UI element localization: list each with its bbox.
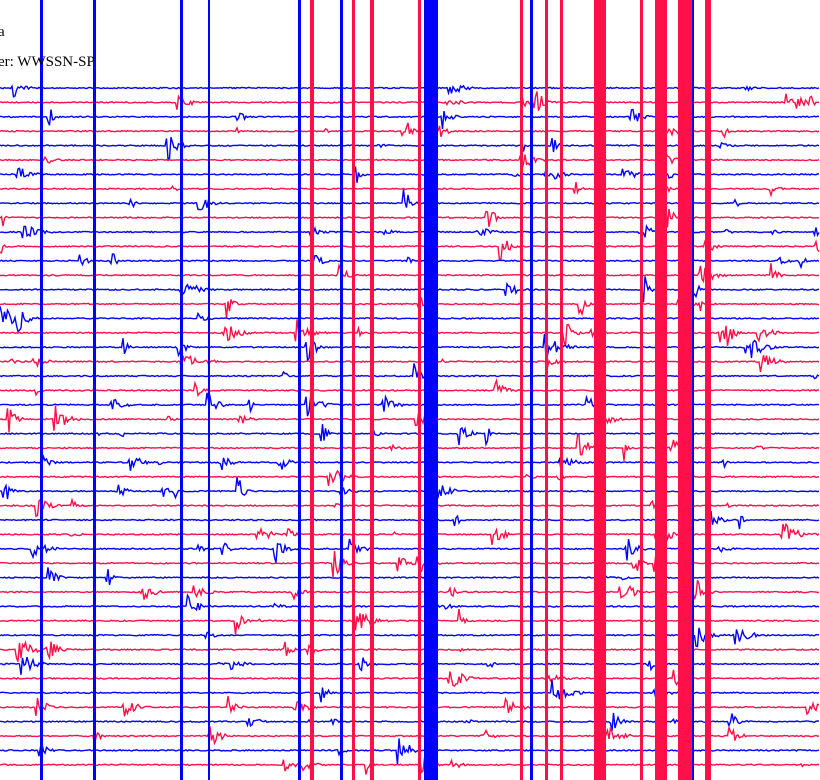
trace xyxy=(0,151,820,170)
spike xyxy=(298,0,301,780)
trace xyxy=(0,627,819,648)
trace xyxy=(0,538,820,563)
trace xyxy=(0,306,819,333)
trace xyxy=(0,454,820,471)
trace xyxy=(0,189,820,211)
spike xyxy=(530,0,533,780)
trace xyxy=(0,424,820,448)
trace xyxy=(0,726,820,746)
trace xyxy=(0,235,820,261)
trace xyxy=(0,333,820,362)
spike xyxy=(40,0,43,780)
spike xyxy=(180,0,183,780)
spike xyxy=(352,0,355,780)
trace xyxy=(0,522,820,546)
trace xyxy=(0,434,820,461)
header-line: er: WWSSN-SP xyxy=(0,54,95,70)
spike xyxy=(678,0,692,780)
trace xyxy=(0,296,819,319)
trace xyxy=(0,354,820,373)
trace xyxy=(0,84,820,98)
spike xyxy=(655,0,667,780)
trace xyxy=(0,392,819,417)
trace xyxy=(0,477,820,502)
trace xyxy=(0,137,820,160)
spike xyxy=(418,0,421,780)
trace xyxy=(0,166,820,183)
trace xyxy=(0,497,820,518)
trace xyxy=(0,656,820,675)
traces xyxy=(0,84,820,775)
trace xyxy=(0,712,820,732)
trace xyxy=(0,679,820,703)
trace xyxy=(0,276,820,303)
trace xyxy=(0,511,820,530)
trace xyxy=(0,469,820,487)
trace xyxy=(0,205,820,228)
spike xyxy=(370,0,374,780)
spike xyxy=(545,0,548,780)
trace xyxy=(0,608,819,635)
trace xyxy=(0,253,820,270)
trace xyxy=(0,223,820,239)
trace xyxy=(0,593,820,612)
trace xyxy=(0,550,820,578)
spike xyxy=(93,0,96,780)
trace xyxy=(0,738,820,765)
header-line: a xyxy=(0,24,5,40)
spike xyxy=(594,0,606,780)
spike xyxy=(208,0,210,780)
trace xyxy=(0,567,820,586)
spike xyxy=(560,0,563,780)
spike xyxy=(424,0,438,780)
trace xyxy=(0,757,820,775)
trace xyxy=(0,695,820,717)
trace xyxy=(0,108,820,129)
trace xyxy=(0,262,820,284)
trace xyxy=(0,405,820,433)
spike xyxy=(310,0,314,780)
spike xyxy=(705,0,711,780)
trace xyxy=(0,91,820,111)
spike xyxy=(640,0,643,780)
trace xyxy=(0,580,820,601)
trace xyxy=(0,181,820,198)
spikes xyxy=(40,0,711,780)
trace xyxy=(0,363,820,380)
trace xyxy=(0,378,820,398)
trace xyxy=(0,122,820,139)
spike xyxy=(520,0,523,780)
trace xyxy=(0,669,820,687)
spike xyxy=(340,0,343,780)
